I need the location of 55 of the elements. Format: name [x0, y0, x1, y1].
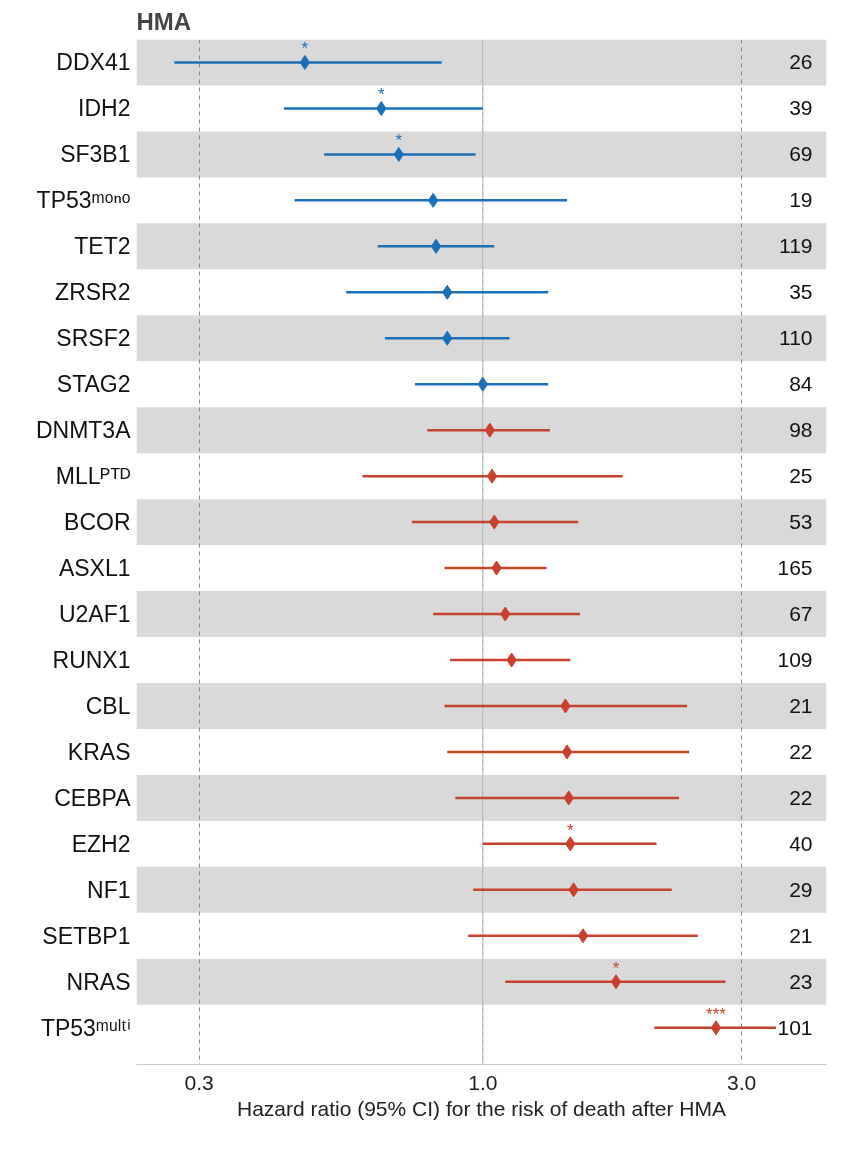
y-tick-label: BCOR: [64, 509, 131, 536]
annotation: 40: [789, 831, 813, 855]
annotation: 110: [779, 326, 813, 350]
annotation: 165: [777, 556, 813, 580]
annotation: 21: [789, 923, 813, 947]
y-tick-label: MLLᴾᵀᴰ: [55, 463, 131, 490]
annotation: 119: [779, 234, 813, 258]
y-tick-label: STAG2: [56, 371, 131, 398]
annotation: *: [567, 820, 575, 840]
y-tick-label: NRAS: [66, 968, 131, 995]
x-tick-label: 3.0: [727, 1070, 757, 1094]
annotation: 25: [789, 464, 813, 488]
y-tick-label: IDH2: [78, 95, 131, 122]
annotation: *: [377, 85, 385, 105]
y-tick-label: EZH2: [71, 830, 131, 857]
y-tick-label: SETBP1: [42, 922, 131, 949]
annotation: 53: [789, 510, 813, 534]
y-tick-label: U2AF1: [58, 601, 131, 628]
annotation: 39: [789, 96, 813, 120]
chart-title: HMA: [136, 7, 192, 35]
x-tick-label: 0.3: [184, 1070, 214, 1094]
annotation: 101: [777, 1015, 813, 1039]
y-tick-label: ZRSR2: [55, 279, 131, 306]
annotation: 98: [789, 418, 813, 442]
annotation: ***: [706, 1004, 727, 1024]
annotation: 22: [789, 785, 813, 809]
y-tick-label: SRSF2: [56, 325, 131, 352]
annotation: 109: [777, 648, 813, 672]
annotation: *: [301, 39, 309, 59]
annotation: 19: [789, 188, 813, 212]
annotation: 26: [789, 50, 813, 74]
y-tick-label: TP53ᵐᵘˡᵗⁱ: [40, 1014, 131, 1041]
annotation: *: [612, 958, 620, 978]
annotation: *: [395, 131, 403, 151]
y-tick-label: DDX41: [56, 49, 131, 76]
y-tick-label: ASXL1: [58, 555, 131, 582]
y-tick-label: SF3B1: [60, 141, 131, 168]
y-tick-label: TP53ᵐᵒⁿᵒ: [36, 187, 131, 214]
y-tick-label: TET2: [74, 233, 131, 260]
annotation: 23: [789, 969, 813, 993]
y-tick-label: KRAS: [67, 738, 131, 765]
y-tick-label: NF1: [87, 876, 131, 903]
annotation: 69: [789, 142, 813, 166]
annotation: 21: [789, 693, 813, 717]
y-tick-label: DNMT3A: [35, 417, 132, 444]
annotation: 35: [789, 280, 813, 304]
annotation: 22: [789, 739, 813, 763]
annotation: 29: [789, 877, 813, 901]
y-tick-label: CEBPA: [54, 784, 132, 811]
x-tick-label: 1.0: [468, 1070, 498, 1094]
y-tick-label: CBL: [85, 692, 131, 719]
annotation: 67: [789, 602, 813, 626]
y-tick-label: RUNX1: [52, 647, 131, 674]
x-axis-title: Hazard ratio (95% CI) for the risk of death after HMA: [236, 1096, 727, 1120]
annotation: 84: [789, 372, 813, 396]
